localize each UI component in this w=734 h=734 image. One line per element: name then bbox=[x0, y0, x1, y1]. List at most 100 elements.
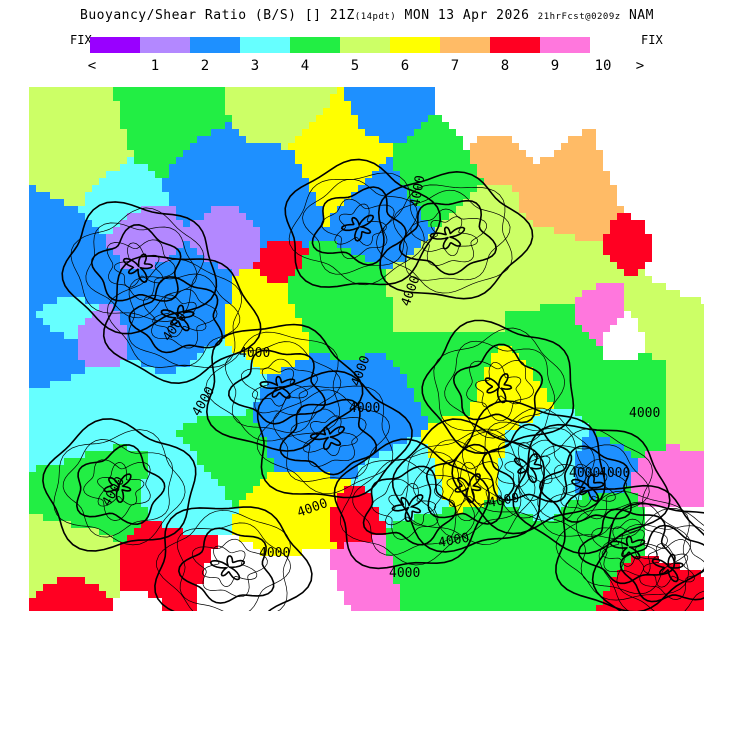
shade-cell bbox=[50, 199, 58, 207]
shade-cell bbox=[57, 402, 65, 410]
shade-cell bbox=[589, 164, 597, 172]
shade-cell bbox=[169, 290, 177, 298]
shade-cell bbox=[337, 353, 345, 361]
shade-cell bbox=[288, 108, 296, 116]
shade-cell bbox=[463, 94, 471, 102]
shade-cell bbox=[155, 318, 163, 326]
shade-cell bbox=[281, 367, 289, 375]
shade-cell bbox=[470, 360, 478, 368]
shade-cell bbox=[50, 332, 58, 340]
shade-cell bbox=[141, 423, 149, 431]
shade-cell bbox=[323, 213, 331, 221]
shade-cell bbox=[183, 122, 191, 130]
shade-cell bbox=[43, 388, 51, 396]
shade-cell bbox=[456, 283, 464, 291]
shade-cell bbox=[344, 241, 352, 249]
shade-cell bbox=[85, 206, 93, 214]
shade-cell bbox=[463, 325, 471, 333]
shade-cell bbox=[421, 101, 429, 109]
shade-cell bbox=[365, 129, 373, 137]
shade-cell bbox=[204, 164, 212, 172]
shade-cell bbox=[50, 157, 58, 165]
shade-cell bbox=[617, 220, 625, 228]
shade-cell bbox=[253, 269, 261, 277]
shade-cell bbox=[421, 381, 429, 389]
shade-cell bbox=[687, 339, 695, 347]
shade-cell bbox=[568, 374, 576, 382]
shade-cell bbox=[512, 213, 520, 221]
shade-cell bbox=[29, 332, 37, 340]
shade-cell bbox=[603, 115, 611, 123]
shade-cell bbox=[568, 143, 576, 151]
shade-cell bbox=[281, 185, 289, 193]
shade-cell bbox=[617, 262, 625, 270]
shade-cell bbox=[414, 143, 422, 151]
shade-cell bbox=[120, 409, 128, 417]
shade-cell bbox=[400, 255, 408, 263]
shade-cell bbox=[414, 325, 422, 333]
shade-cell bbox=[379, 255, 387, 263]
shade-cell bbox=[540, 94, 548, 102]
shade-cell bbox=[456, 409, 464, 417]
shade-cell bbox=[99, 206, 107, 214]
shade-cell bbox=[540, 381, 548, 389]
shade-cell bbox=[638, 94, 646, 102]
shade-cell bbox=[141, 402, 149, 410]
shade-cell bbox=[204, 318, 212, 326]
shade-cell bbox=[568, 115, 576, 123]
shade-cell bbox=[631, 325, 639, 333]
shade-cell bbox=[190, 332, 198, 340]
shade-cell bbox=[435, 143, 443, 151]
shade-cell bbox=[176, 164, 184, 172]
shade-cell bbox=[43, 444, 51, 452]
shade-cell bbox=[218, 262, 226, 270]
shade-cell bbox=[463, 241, 471, 249]
shade-cell bbox=[477, 143, 485, 151]
shade-cell bbox=[505, 276, 513, 284]
shade-cell bbox=[155, 290, 163, 298]
shade-cell bbox=[645, 213, 653, 221]
shade-cell bbox=[463, 129, 471, 137]
shade-cell bbox=[29, 136, 37, 144]
shade-cell bbox=[197, 339, 205, 347]
shade-cell bbox=[36, 367, 44, 375]
shade-cell bbox=[477, 234, 485, 242]
shade-cell bbox=[29, 94, 37, 102]
shade-cell bbox=[442, 241, 450, 249]
shade-cell bbox=[379, 108, 387, 116]
shade-cell bbox=[127, 346, 135, 354]
shade-cell bbox=[393, 94, 401, 102]
shade-cell bbox=[596, 297, 604, 305]
shade-cell bbox=[540, 157, 548, 165]
shade-cell bbox=[596, 185, 604, 193]
shade-cell bbox=[463, 423, 471, 431]
shade-cell bbox=[99, 311, 107, 319]
shade-cell bbox=[211, 234, 219, 242]
shade-cell bbox=[92, 115, 100, 123]
shade-cell bbox=[673, 115, 681, 123]
shade-cell bbox=[253, 297, 261, 305]
shade-cell bbox=[645, 374, 653, 382]
shade-cell bbox=[652, 276, 660, 284]
shade-cell bbox=[526, 395, 534, 403]
shade-cell bbox=[680, 381, 688, 389]
shade-cell bbox=[400, 269, 408, 277]
shade-cell bbox=[120, 437, 128, 445]
shade-cell bbox=[113, 192, 121, 200]
shade-cell bbox=[295, 213, 303, 221]
shade-cell bbox=[393, 353, 401, 361]
shade-cell bbox=[414, 416, 422, 424]
shade-cell bbox=[512, 94, 520, 102]
shade-cell bbox=[281, 339, 289, 347]
shade-cell bbox=[43, 416, 51, 424]
shade-cell bbox=[484, 87, 492, 95]
shade-cell bbox=[155, 409, 163, 417]
shade-cell bbox=[120, 248, 128, 256]
shade-cell bbox=[351, 402, 359, 410]
shade-cell bbox=[253, 290, 261, 298]
shade-cell bbox=[190, 101, 198, 109]
shade-cell bbox=[302, 136, 310, 144]
shade-cell bbox=[36, 255, 44, 263]
shade-cell bbox=[344, 318, 352, 326]
shade-cell bbox=[57, 318, 65, 326]
